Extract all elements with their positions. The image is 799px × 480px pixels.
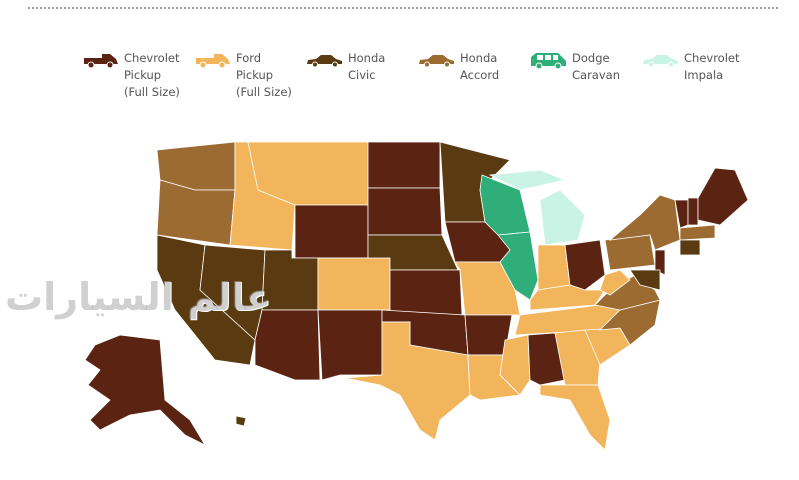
state-al (527, 332, 566, 386)
state-sd (367, 187, 443, 236)
legend-item-impala: Chevrolet Impala (642, 50, 754, 101)
state-md (629, 269, 661, 291)
state-ky (529, 284, 606, 311)
state-hi (235, 415, 247, 427)
legend: Chevrolet Pickup (Full Size) Ford Pickup … (82, 50, 754, 101)
legend-item-accord: Honda Accord (418, 50, 530, 101)
pickup-truck-icon (84, 54, 118, 69)
state-or (156, 179, 236, 246)
sedan-icon (643, 55, 678, 68)
state-nj (654, 249, 666, 276)
state-pa (604, 234, 656, 271)
legend-label: Ford Pickup (Full Size) (236, 51, 292, 99)
legend-item-chevy_pickup: Chevrolet Pickup (Full Size) (82, 50, 194, 101)
state-ct (679, 239, 701, 256)
legend-label: Chevrolet Pickup (Full Size) (124, 51, 180, 99)
watermark-logo: عالم السيارات (5, 275, 272, 319)
dotted-divider (28, 7, 778, 9)
state-ak (84, 334, 207, 446)
legend-item-ford_pickup: Ford Pickup (Full Size) (194, 50, 306, 101)
state-mi-up (488, 169, 567, 191)
state-az (254, 309, 321, 381)
minivan-icon (531, 53, 566, 69)
state-ny (608, 194, 681, 251)
state-fl (539, 384, 611, 451)
state-ga (554, 329, 601, 386)
state-me (697, 167, 749, 226)
state-ma (679, 224, 716, 241)
state-co (317, 257, 391, 311)
state-tx (344, 321, 471, 441)
legend-label: Honda Accord (460, 51, 500, 82)
legend-label: Honda Civic (348, 51, 386, 82)
legend-item-civic: Honda Civic (306, 50, 418, 101)
state-nh (687, 197, 699, 226)
state-oh (564, 239, 606, 291)
legend-item-caravan: Dodge Caravan (530, 50, 642, 101)
state-wy (294, 204, 369, 259)
state-ms (499, 334, 531, 396)
legend-label: Chevrolet Impala (684, 51, 740, 82)
state-il (497, 231, 539, 301)
sedan-icon (419, 55, 454, 68)
state-ks (389, 269, 463, 316)
state-in (537, 244, 571, 291)
sedan-icon (307, 55, 342, 68)
legend-label: Dodge Caravan (572, 51, 620, 82)
state-nd (367, 141, 441, 189)
state-mi (539, 189, 586, 246)
state-nm (317, 309, 383, 381)
pickup-truck-icon (196, 54, 230, 69)
state-wv (599, 269, 631, 296)
